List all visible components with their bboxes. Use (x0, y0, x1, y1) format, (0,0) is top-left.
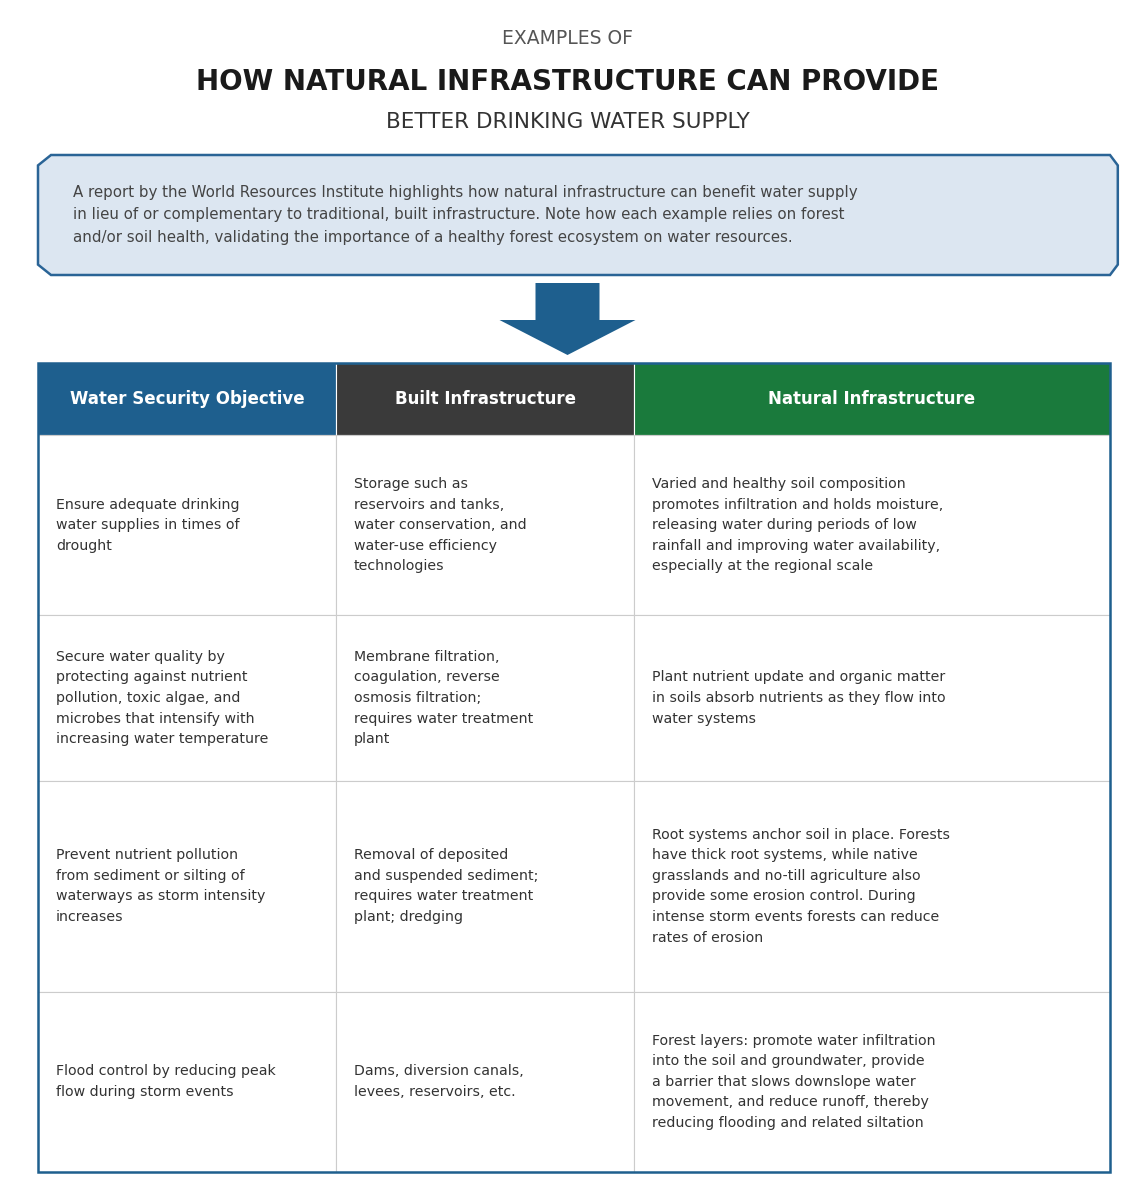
Text: BETTER DRINKING WATER SUPPLY: BETTER DRINKING WATER SUPPLY (386, 112, 749, 132)
Polygon shape (37, 616, 336, 780)
Text: Prevent nutrient pollution
from sediment or silting of
waterways as storm intens: Prevent nutrient pollution from sediment… (56, 848, 266, 924)
Text: Flood control by reducing peak
flow during storm events: Flood control by reducing peak flow duri… (56, 1064, 276, 1099)
Polygon shape (634, 616, 1110, 780)
Text: Secure water quality by
protecting against nutrient
pollution, toxic algae, and
: Secure water quality by protecting again… (56, 649, 268, 746)
Text: Natural Infrastructure: Natural Infrastructure (768, 390, 976, 408)
Text: Varied and healthy soil composition
promotes infiltration and holds moisture,
re: Varied and healthy soil composition prom… (651, 478, 943, 574)
Polygon shape (336, 616, 634, 780)
Text: A report by the World Resources Institute highlights how natural infrastructure : A report by the World Resources Institut… (73, 185, 858, 245)
Polygon shape (37, 155, 1118, 275)
Polygon shape (336, 364, 634, 434)
Text: Root systems anchor soil in place. Forests
have thick root systems, while native: Root systems anchor soil in place. Fores… (651, 828, 950, 944)
Polygon shape (37, 434, 336, 616)
Text: Ensure adequate drinking
water supplies in times of
drought: Ensure adequate drinking water supplies … (56, 498, 239, 553)
Polygon shape (37, 364, 336, 434)
Text: Storage such as
reservoirs and tanks,
water conservation, and
water-use efficien: Storage such as reservoirs and tanks, wa… (354, 478, 527, 574)
Polygon shape (634, 991, 1110, 1172)
Text: Plant nutrient update and organic matter
in soils absorb nutrients as they flow : Plant nutrient update and organic matter… (651, 671, 945, 726)
Polygon shape (634, 780, 1110, 991)
Text: Removal of deposited
and suspended sediment;
requires water treatment
plant; dre: Removal of deposited and suspended sedim… (354, 848, 538, 924)
Polygon shape (634, 364, 1110, 434)
Polygon shape (634, 434, 1110, 616)
Text: Membrane filtration,
coagulation, reverse
osmosis filtration;
requires water tre: Membrane filtration, coagulation, revers… (354, 649, 533, 746)
Text: EXAMPLES OF: EXAMPLES OF (502, 29, 633, 48)
Polygon shape (336, 991, 634, 1172)
Text: Water Security Objective: Water Security Objective (69, 390, 304, 408)
Polygon shape (37, 780, 336, 991)
Text: HOW NATURAL INFRASTRUCTURE CAN PROVIDE: HOW NATURAL INFRASTRUCTURE CAN PROVIDE (196, 68, 939, 96)
Polygon shape (499, 283, 636, 355)
Text: Dams, diversion canals,
levees, reservoirs, etc.: Dams, diversion canals, levees, reservoi… (354, 1064, 523, 1099)
Polygon shape (336, 434, 634, 616)
Text: Forest layers: promote water infiltration
into the soil and groundwater, provide: Forest layers: promote water infiltratio… (651, 1033, 935, 1130)
Text: Built Infrastructure: Built Infrastructure (395, 390, 575, 408)
Polygon shape (37, 991, 336, 1172)
Polygon shape (336, 780, 634, 991)
